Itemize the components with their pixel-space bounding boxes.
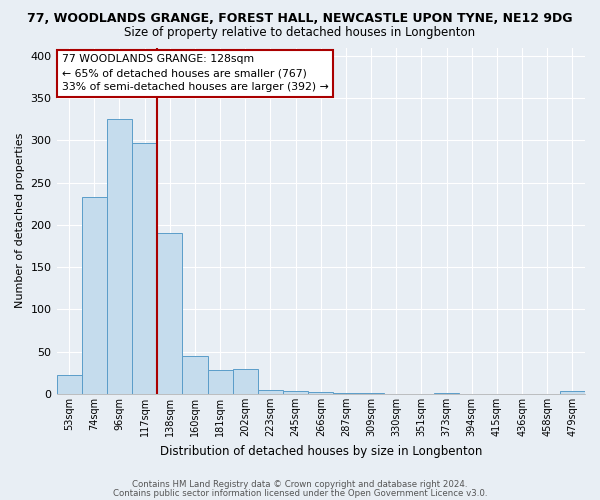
Bar bbox=[283, 390, 308, 394]
Y-axis label: Number of detached properties: Number of detached properties bbox=[15, 133, 25, 308]
Bar bbox=[308, 392, 334, 394]
Text: Contains HM Land Registry data © Crown copyright and database right 2024.: Contains HM Land Registry data © Crown c… bbox=[132, 480, 468, 489]
Bar bbox=[107, 120, 132, 394]
Text: Size of property relative to detached houses in Longbenton: Size of property relative to detached ho… bbox=[124, 26, 476, 39]
Bar bbox=[132, 143, 157, 394]
Bar bbox=[208, 370, 233, 394]
Bar bbox=[258, 390, 283, 394]
Bar bbox=[157, 234, 182, 394]
Text: 77, WOODLANDS GRANGE, FOREST HALL, NEWCASTLE UPON TYNE, NE12 9DG: 77, WOODLANDS GRANGE, FOREST HALL, NEWCA… bbox=[27, 12, 573, 26]
Bar bbox=[334, 393, 359, 394]
Bar bbox=[233, 368, 258, 394]
Text: Contains public sector information licensed under the Open Government Licence v3: Contains public sector information licen… bbox=[113, 488, 487, 498]
Bar bbox=[56, 374, 82, 394]
Bar bbox=[359, 393, 383, 394]
Bar bbox=[182, 356, 208, 394]
Bar bbox=[434, 393, 459, 394]
X-axis label: Distribution of detached houses by size in Longbenton: Distribution of detached houses by size … bbox=[160, 444, 482, 458]
Bar bbox=[82, 197, 107, 394]
Text: 77 WOODLANDS GRANGE: 128sqm
← 65% of detached houses are smaller (767)
33% of se: 77 WOODLANDS GRANGE: 128sqm ← 65% of det… bbox=[62, 54, 329, 92]
Bar bbox=[560, 392, 585, 394]
